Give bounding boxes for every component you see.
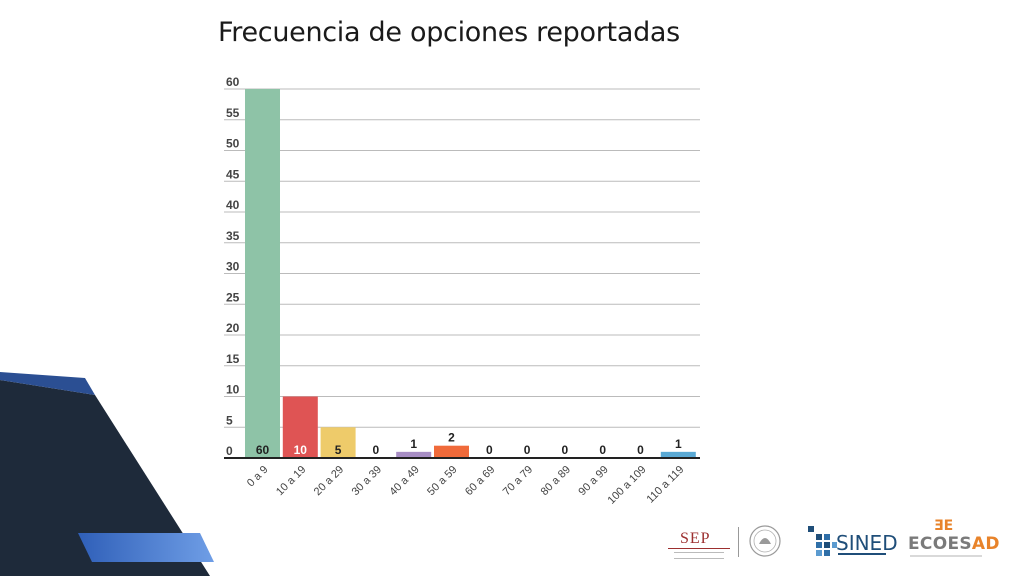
- ecoesad-wordmark-prefix: ECOES: [908, 534, 972, 554]
- sined-logo-text: SINED: [836, 531, 898, 555]
- bars: [245, 89, 696, 458]
- x-axis-ticks: 0 a 9 10 a 19 20 a 29 30 a 39 40 a 49 50 a 59…: [245, 464, 687, 507]
- sep-logo: SEP: [664, 526, 734, 560]
- bar-value-label: 0: [486, 443, 493, 457]
- x-tick-label: 40 a 49: [387, 464, 421, 498]
- national-seal-icon: [748, 524, 782, 558]
- ecoesad-logo: ƎE ECOESAD: [906, 518, 999, 560]
- bar-value-label: 0: [524, 443, 531, 457]
- bar-value-label: 10: [294, 443, 308, 457]
- blue-edge-shape: [0, 372, 95, 395]
- slide-title: Frecuencia de opciones reportadas: [218, 17, 680, 48]
- y-tick-label: 40: [226, 198, 240, 212]
- x-tick-label: 0 a 9: [245, 464, 271, 490]
- y-tick-label: 60: [226, 75, 240, 89]
- y-tick-label: 20: [226, 321, 240, 335]
- bar-value-label: 0: [562, 443, 569, 457]
- y-tick-label: 10: [226, 383, 240, 397]
- bar: [396, 451, 432, 458]
- bar-value-label: 5: [335, 443, 342, 457]
- sined-logo: SINED: [806, 524, 898, 560]
- logo-divider: [738, 527, 739, 557]
- light-blue-strip-shape: [78, 533, 214, 562]
- y-tick-label: 25: [226, 290, 240, 304]
- x-tick-label: 10 a 19: [274, 464, 308, 498]
- x-tick-label: 80 a 89: [539, 464, 573, 498]
- ecoesad-tagline-line: [910, 555, 982, 557]
- data-labels: 60 10 5 0 1 2 0 0 0 0 0 1: [256, 431, 682, 457]
- ecoesad-wordmark-suffix: AD: [971, 534, 1000, 554]
- bar-value-label: 0: [599, 443, 606, 457]
- x-tick-label: 70 a 79: [501, 464, 535, 498]
- x-tick-label: 90 a 99: [576, 464, 610, 498]
- bar: [434, 445, 469, 458]
- y-tick-label: 50: [226, 137, 240, 151]
- dark-triangle-shape: [0, 380, 210, 576]
- bar-value-label: 0: [637, 443, 644, 457]
- y-tick-label: 35: [226, 229, 240, 243]
- x-tick-label: 30 a 39: [350, 464, 384, 498]
- sined-underline: [838, 553, 886, 555]
- x-tick-label: 100 a 109: [606, 464, 649, 507]
- bar: [282, 396, 318, 458]
- bar-value-label: 2: [448, 431, 455, 445]
- x-tick-label: 50 a 59: [425, 464, 459, 498]
- grid-lines: [224, 88, 700, 428]
- y-tick-label: 30: [226, 260, 240, 274]
- sep-logo-text: SEP: [680, 530, 711, 547]
- sined-grid-icon: [808, 526, 837, 556]
- bar: [245, 89, 280, 458]
- sep-small-lines: [674, 552, 724, 559]
- bar: [320, 427, 356, 458]
- ecoesad-wordmark: ECOESAD: [908, 534, 1000, 554]
- y-tick-label: 55: [226, 106, 240, 120]
- bar-value-label: 0: [373, 443, 380, 457]
- x-tick-label: 60 a 69: [463, 464, 497, 498]
- x-tick-label: 20 a 29: [312, 464, 346, 498]
- bar-value-label: 1: [410, 437, 417, 451]
- bar-value-label: 60: [256, 443, 270, 457]
- y-tick-label: 15: [226, 352, 240, 366]
- bar: [660, 451, 696, 458]
- x-tick-label: 110 a 119: [644, 464, 686, 506]
- y-tick-label: 0: [226, 444, 233, 458]
- ecoesad-mark-icon: ƎE: [934, 518, 954, 534]
- y-tick-label: 5: [226, 413, 233, 427]
- bar-value-label: 1: [675, 437, 682, 451]
- y-axis-ticks: 0 5 10 15 20 25 30 35 40 45 50 55 60: [226, 75, 240, 458]
- sep-underline: [668, 548, 730, 549]
- y-tick-label: 45: [226, 167, 240, 181]
